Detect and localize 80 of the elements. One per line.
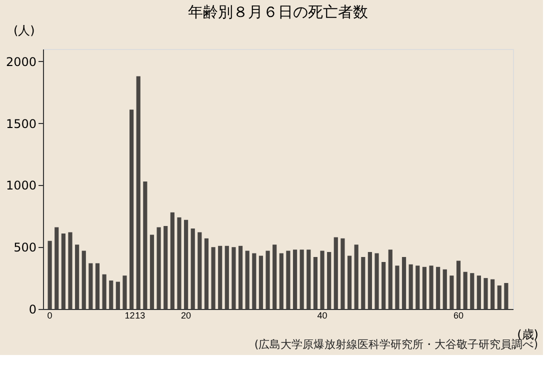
bar bbox=[102, 274, 106, 309]
bar bbox=[109, 280, 114, 309]
y-axis-title: (人) bbox=[14, 24, 35, 38]
bar bbox=[224, 246, 229, 309]
bar bbox=[198, 232, 202, 309]
bar bbox=[116, 282, 120, 309]
bar bbox=[422, 266, 426, 309]
bar bbox=[416, 266, 420, 309]
bar bbox=[279, 253, 284, 309]
bar bbox=[361, 257, 366, 309]
bar bbox=[327, 252, 332, 309]
x-tick-label: 20 bbox=[181, 310, 192, 320]
bar bbox=[204, 238, 209, 309]
bar bbox=[402, 257, 406, 309]
y-tick-label: 1500 bbox=[6, 116, 36, 131]
bar bbox=[184, 220, 188, 309]
bar bbox=[286, 250, 290, 309]
bar bbox=[252, 253, 256, 309]
bar bbox=[48, 240, 52, 309]
bar bbox=[504, 283, 508, 309]
y-tick-label: 500 bbox=[14, 240, 36, 255]
bar bbox=[388, 250, 392, 309]
bar bbox=[497, 285, 502, 309]
bar bbox=[130, 110, 134, 309]
bar bbox=[61, 233, 66, 309]
bar bbox=[258, 256, 264, 309]
bar bbox=[232, 247, 236, 309]
bar bbox=[245, 250, 250, 309]
bar bbox=[68, 232, 72, 309]
bar bbox=[334, 237, 338, 309]
bar bbox=[211, 247, 216, 309]
bar bbox=[490, 279, 495, 309]
bar bbox=[75, 244, 80, 309]
bar bbox=[54, 227, 59, 309]
bar bbox=[436, 266, 440, 309]
bar bbox=[272, 244, 277, 309]
y-tick-label: 2000 bbox=[6, 54, 36, 69]
y-tick-label: 1000 bbox=[6, 178, 36, 193]
bar bbox=[347, 256, 352, 309]
bar bbox=[320, 250, 324, 309]
bar bbox=[238, 246, 243, 309]
x-tick-label: 0 bbox=[47, 310, 52, 320]
x-tick-label: 40 bbox=[317, 310, 328, 320]
bar bbox=[476, 276, 481, 309]
bar bbox=[136, 76, 140, 309]
bar bbox=[82, 250, 86, 309]
bar bbox=[450, 276, 454, 309]
bar bbox=[164, 226, 168, 309]
x-tick-label: 13 bbox=[135, 310, 146, 320]
bar bbox=[484, 278, 488, 309]
bar bbox=[88, 263, 93, 309]
bar bbox=[300, 250, 304, 309]
bar bbox=[150, 234, 154, 309]
bar bbox=[313, 257, 318, 309]
bar bbox=[306, 250, 311, 309]
bar bbox=[266, 250, 270, 309]
bar bbox=[429, 266, 434, 309]
bar bbox=[395, 266, 400, 309]
x-tick-label: 12 bbox=[124, 310, 135, 320]
bar bbox=[354, 244, 358, 309]
bar bbox=[382, 262, 386, 309]
bar bbox=[156, 227, 161, 309]
bar bbox=[95, 263, 100, 309]
chart-title: 年齢別８月６日の死亡者数 bbox=[188, 3, 368, 21]
bar bbox=[374, 253, 379, 309]
bar bbox=[456, 260, 461, 309]
bar bbox=[122, 276, 127, 309]
bar bbox=[177, 217, 182, 309]
bar bbox=[368, 252, 372, 309]
bar bbox=[470, 273, 474, 309]
bar bbox=[408, 264, 413, 309]
bar bbox=[218, 246, 222, 309]
x-tick-label: 60 bbox=[454, 310, 464, 320]
bar bbox=[170, 212, 174, 309]
bar bbox=[292, 250, 298, 309]
bar bbox=[340, 238, 345, 309]
bar bbox=[143, 181, 148, 309]
bar bbox=[463, 272, 468, 309]
bar bbox=[190, 228, 195, 309]
bar bbox=[442, 269, 447, 309]
